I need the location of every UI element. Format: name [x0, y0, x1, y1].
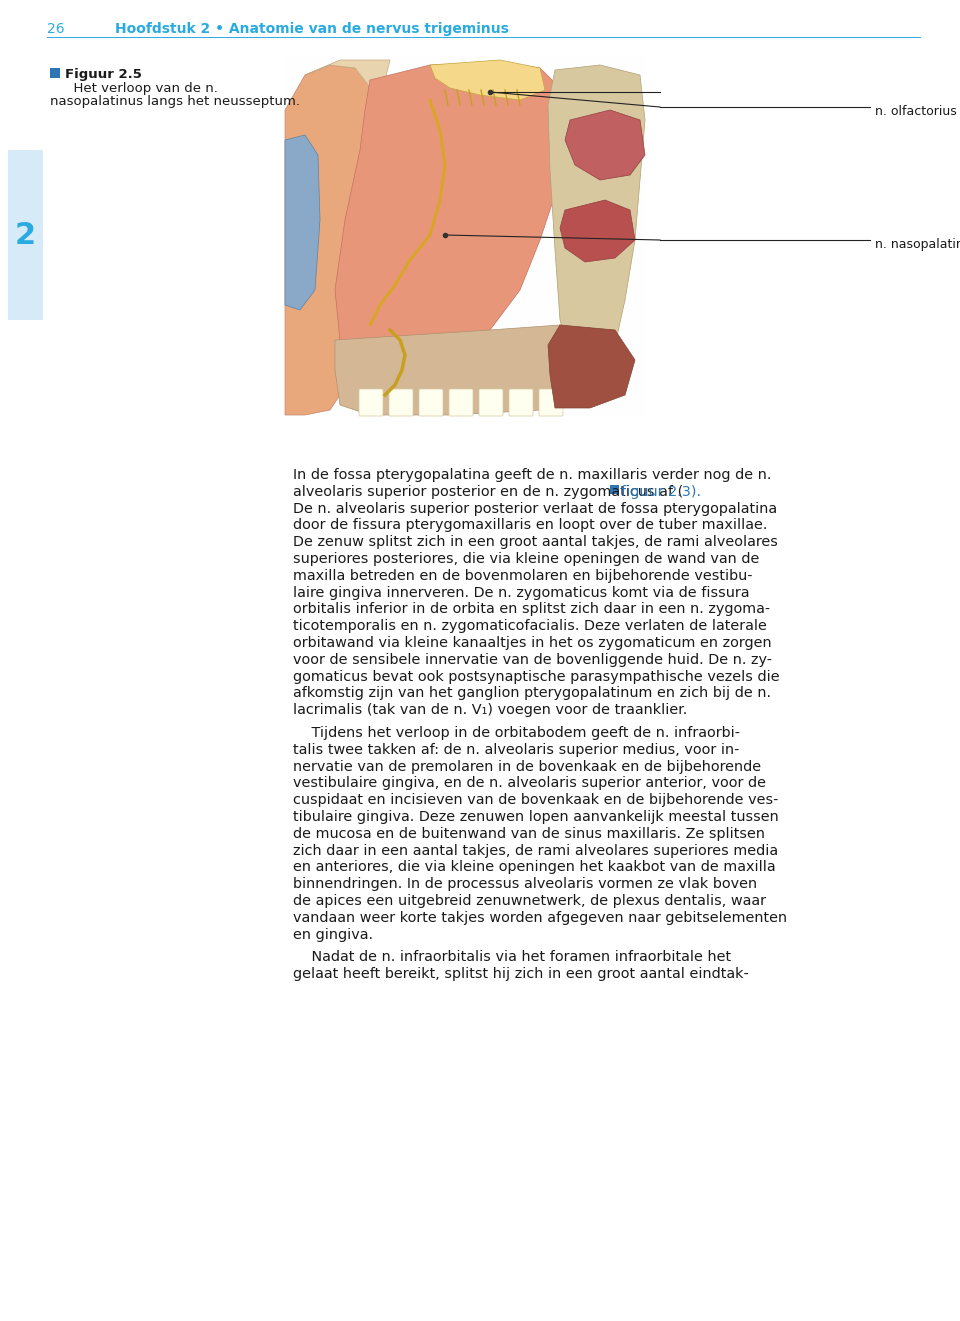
Text: lacrimalis (tak van de n. V₁) voegen voor de traanklier.: lacrimalis (tak van de n. V₁) voegen voo… [293, 703, 687, 717]
Text: n. olfactorius (n. I): n. olfactorius (n. I) [875, 104, 960, 118]
Text: gomaticus bevat ook postsynaptische parasympathische vezels die: gomaticus bevat ook postsynaptische para… [293, 670, 780, 683]
Text: cuspidaat en incisieven van de bovenkaak en de bijbehorende ves-: cuspidaat en incisieven van de bovenkaak… [293, 793, 779, 807]
Text: laire gingiva innerveren. De n. zygomaticus komt via de fissura: laire gingiva innerveren. De n. zygomati… [293, 585, 750, 600]
FancyBboxPatch shape [50, 67, 60, 78]
Text: de apices een uitgebreid zenuwnetwerk, de plexus dentalis, waar: de apices een uitgebreid zenuwnetwerk, d… [293, 894, 766, 908]
Text: binnendringen. In de processus alveolaris vormen ze vlak boven: binnendringen. In de processus alveolari… [293, 877, 757, 892]
FancyBboxPatch shape [419, 388, 443, 416]
Text: Nadat de n. infraorbitalis via het foramen infraorbitale het: Nadat de n. infraorbitalis via het foram… [293, 950, 732, 964]
Text: 26: 26 [47, 22, 64, 36]
Text: en gingiva.: en gingiva. [293, 927, 373, 942]
Polygon shape [430, 59, 545, 100]
Text: talis twee takken af: de n. alveolaris superior medius, voor in-: talis twee takken af: de n. alveolaris s… [293, 742, 739, 757]
Text: en anteriores, die via kleine openingen het kaakbot van de maxilla: en anteriores, die via kleine openingen … [293, 860, 776, 875]
Polygon shape [285, 65, 385, 415]
Polygon shape [285, 135, 320, 310]
Polygon shape [305, 59, 390, 100]
Text: door de fissura pterygomaxillaris en loopt over de tuber maxillae.: door de fissura pterygomaxillaris en loo… [293, 518, 767, 532]
Polygon shape [565, 110, 645, 180]
Polygon shape [335, 325, 610, 415]
Text: gelaat heeft bereikt, splitst hij zich in een groot aantal eindtak-: gelaat heeft bereikt, splitst hij zich i… [293, 967, 749, 982]
FancyBboxPatch shape [610, 485, 618, 494]
Text: De zenuw splitst zich in een groot aantal takjes, de rami alveolares: De zenuw splitst zich in een groot aanta… [293, 535, 778, 550]
Text: Tijdens het verloop in de orbitabodem geeft de n. infraorbi-: Tijdens het verloop in de orbitabodem ge… [293, 727, 740, 740]
Text: alveolaris superior posterior en de n. zygomaticus af (: alveolaris superior posterior en de n. z… [293, 485, 684, 499]
FancyBboxPatch shape [479, 388, 503, 416]
Text: de mucosa en de buitenwand van de sinus maxillaris. Ze splitsen: de mucosa en de buitenwand van de sinus … [293, 827, 765, 840]
FancyBboxPatch shape [389, 388, 413, 416]
Text: nasopalatinus langs het neusseptum.: nasopalatinus langs het neusseptum. [50, 95, 300, 108]
Text: Hoofdstuk 2 • Anatomie van de nervus trigeminus: Hoofdstuk 2 • Anatomie van de nervus tri… [115, 22, 509, 36]
Text: In de fossa pterygopalatina geeft de n. maxillaris verder nog de n.: In de fossa pterygopalatina geeft de n. … [293, 468, 772, 482]
FancyBboxPatch shape [8, 151, 43, 320]
Polygon shape [548, 65, 645, 361]
Text: orbitawand via kleine kanaaltjes in het os zygomaticum en zorgen: orbitawand via kleine kanaaltjes in het … [293, 635, 772, 650]
Polygon shape [548, 325, 635, 408]
Text: maxilla betreden en de bovenmolaren en bijbehorende vestibu-: maxilla betreden en de bovenmolaren en b… [293, 569, 753, 583]
Polygon shape [335, 62, 570, 365]
FancyBboxPatch shape [285, 55, 645, 415]
Text: nervatie van de premolaren in de bovenkaak en de bijbehorende: nervatie van de premolaren in de bovenka… [293, 760, 761, 774]
Text: superiores posteriores, die via kleine openingen de wand van de: superiores posteriores, die via kleine o… [293, 552, 759, 565]
Text: Figuur 2.5: Figuur 2.5 [65, 67, 142, 81]
FancyBboxPatch shape [449, 388, 473, 416]
FancyBboxPatch shape [359, 388, 383, 416]
Text: zich daar in een aantal takjes, de rami alveolares superiores media: zich daar in een aantal takjes, de rami … [293, 844, 779, 857]
Text: vestibulaire gingiva, en de n. alveolaris superior anterior, voor de: vestibulaire gingiva, en de n. alveolari… [293, 777, 766, 790]
FancyBboxPatch shape [539, 388, 563, 416]
Text: De n. alveolaris superior posterior verlaat de fossa pterygopalatina: De n. alveolaris superior posterior verl… [293, 502, 778, 515]
Text: figuur 2.3).: figuur 2.3). [621, 485, 701, 499]
Polygon shape [560, 199, 635, 262]
Text: orbitalis inferior in de orbita en splitst zich daar in een n. zygoma-: orbitalis inferior in de orbita en split… [293, 602, 770, 617]
Text: n. nasopalatinus: n. nasopalatinus [875, 238, 960, 251]
Text: tibulaire gingiva. Deze zenuwen lopen aanvankelijk meestal tussen: tibulaire gingiva. Deze zenuwen lopen aa… [293, 810, 779, 824]
Text: 2: 2 [14, 221, 36, 250]
Text: Het verloop van de n.: Het verloop van de n. [65, 82, 218, 95]
Text: vandaan weer korte takjes worden afgegeven naar gebitselementen: vandaan weer korte takjes worden afgegev… [293, 910, 787, 925]
FancyBboxPatch shape [509, 388, 533, 416]
Text: ticotemporalis en n. zygomaticofacialis. Deze verlaten de laterale: ticotemporalis en n. zygomaticofacialis.… [293, 620, 767, 633]
Text: afkomstig zijn van het ganglion pterygopalatinum en zich bij de n.: afkomstig zijn van het ganglion pterygop… [293, 687, 771, 700]
Text: voor de sensibele innervatie van de bovenliggende huid. De n. zy-: voor de sensibele innervatie van de bove… [293, 653, 772, 667]
